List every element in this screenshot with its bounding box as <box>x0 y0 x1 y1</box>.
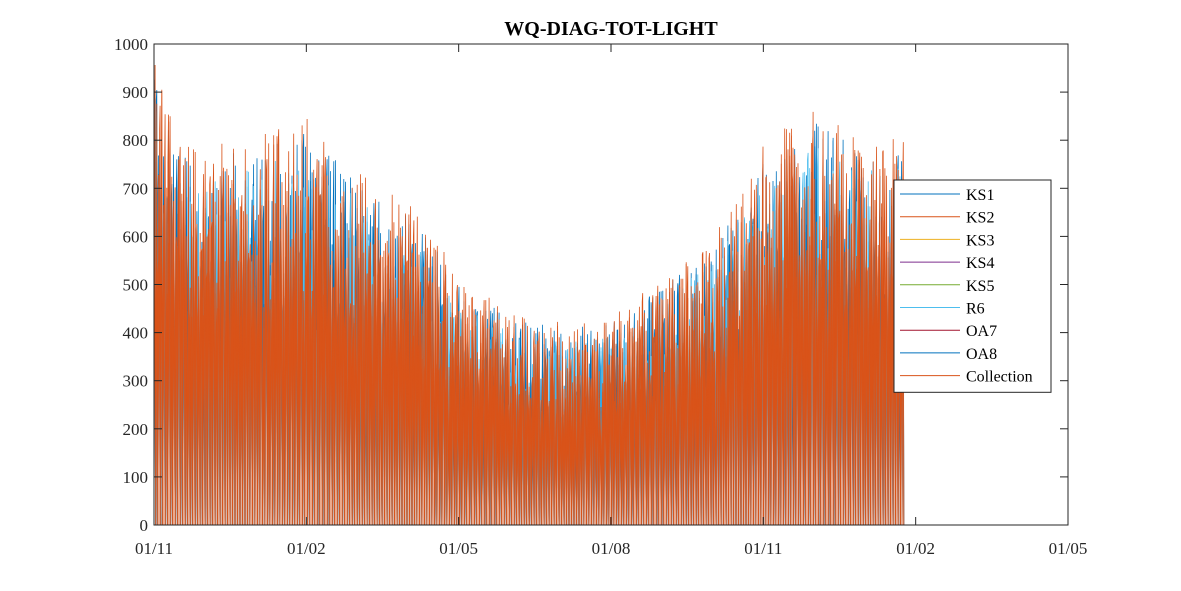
legend-label: KS4 <box>966 255 994 272</box>
legend-label: Collection <box>966 369 1033 386</box>
y-tick-label: 1000 <box>114 35 148 54</box>
y-tick-label: 200 <box>123 420 149 439</box>
series-line-collection <box>153 64 905 526</box>
legend-label: OA7 <box>966 323 997 340</box>
x-tick-label: 01/02 <box>287 539 326 558</box>
legend-label: KS3 <box>966 232 994 249</box>
y-tick-label: 0 <box>140 516 149 535</box>
x-tick-label: 01/05 <box>1049 539 1088 558</box>
y-tick-label: 600 <box>123 227 149 246</box>
y-tick-label: 100 <box>123 468 149 487</box>
plot-area <box>153 64 905 526</box>
y-tick-label: 900 <box>123 83 149 102</box>
legend: KS1 KS2 KS3 KS4 KS5 R6 OA7 OA8 Collection <box>893 179 1052 393</box>
legend-label: KS5 <box>966 278 994 295</box>
y-tick-label: 700 <box>123 179 149 198</box>
y-tick-label: 300 <box>123 372 149 391</box>
chart-title: WQ-DIAG-TOT-LIGHT <box>504 18 718 40</box>
x-tick-label: 01/08 <box>592 539 631 558</box>
legend-box <box>893 179 1052 393</box>
legend-label: KS2 <box>966 210 994 227</box>
x-axis: 01/11 01/02 01/05 01/08 01/11 01/02 01/05 <box>135 44 1087 558</box>
x-tick-label: 01/11 <box>744 539 782 558</box>
y-tick-label: 800 <box>123 131 149 150</box>
y-tick-label: 400 <box>123 324 149 343</box>
x-tick-label: 01/11 <box>135 539 173 558</box>
y-tick-label: 500 <box>123 276 149 295</box>
x-tick-label: 01/05 <box>439 539 478 558</box>
x-tick-label: 01/02 <box>896 539 935 558</box>
legend-label: OA8 <box>966 346 997 363</box>
legend-label: R6 <box>966 301 985 318</box>
legend-label: KS1 <box>966 187 994 204</box>
y-axis: 0 100 200 300 400 500 600 700 800 900 1000 <box>114 35 1068 535</box>
